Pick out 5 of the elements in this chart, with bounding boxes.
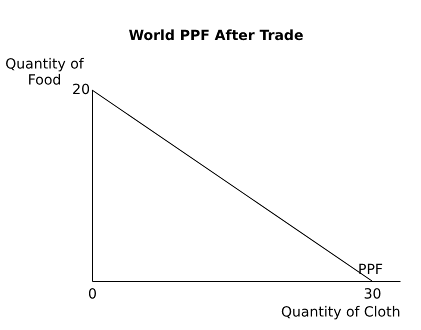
chart-title: World PPF After Trade bbox=[128, 28, 304, 44]
x-tick-label: 30 bbox=[364, 286, 382, 302]
annotation: PPF bbox=[358, 262, 383, 278]
x-axis-title: Quantity of Cloth bbox=[281, 304, 400, 320]
x-tick-label: 0 bbox=[88, 286, 97, 302]
